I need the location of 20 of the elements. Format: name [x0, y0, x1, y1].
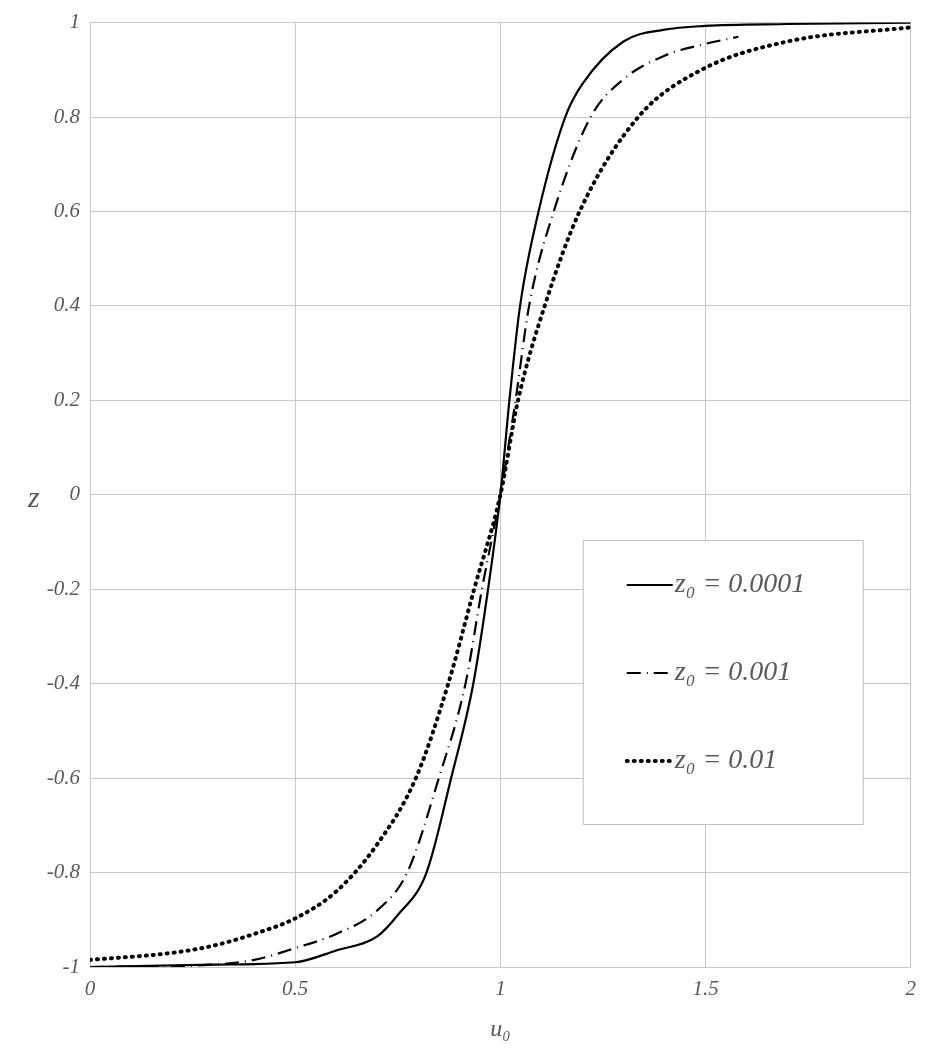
y-tick-label: 1 [69, 9, 80, 34]
legend-label: z₀ = 0.001 [673, 655, 792, 687]
x-tick-label: 2 [905, 976, 917, 1001]
x-tick-label: 1 [495, 976, 506, 1001]
y-tick-label: 0 [69, 481, 81, 506]
x-tick-label: 0.5 [282, 976, 309, 1001]
y-tick-label: -0.8 [46, 859, 81, 884]
y-axis-title: z [27, 479, 40, 513]
y-tick-label: 0.2 [53, 386, 81, 411]
y-tick-label: 0.6 [53, 198, 81, 222]
x-axis-title: u₀ [490, 1014, 511, 1041]
y-tick-label: -0.4 [46, 670, 81, 695]
y-tick-label: 0.4 [53, 292, 81, 317]
y-tick-label: -1 [62, 953, 80, 978]
legend-label: z₀ = 0.0001 [673, 567, 806, 599]
y-tick-label: 0.8 [53, 103, 81, 128]
x-tick-label: 1.5 [692, 976, 719, 1001]
y-tick-label: -0.6 [46, 764, 81, 789]
legend-label: z₀ = 0.01 [673, 743, 778, 775]
y-tick-label: -0.2 [46, 575, 81, 600]
